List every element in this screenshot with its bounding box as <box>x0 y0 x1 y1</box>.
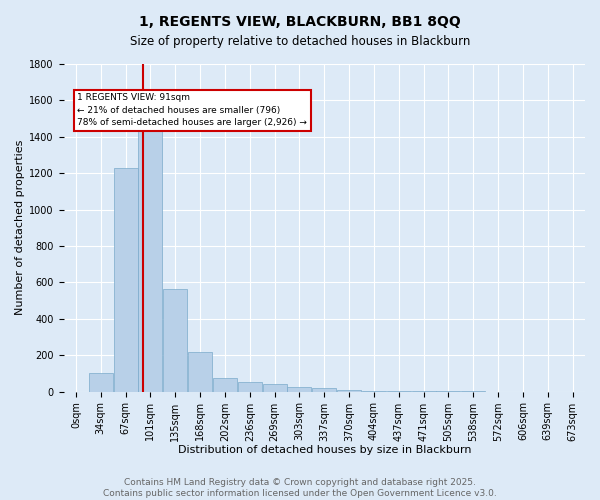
Text: Size of property relative to detached houses in Blackburn: Size of property relative to detached ho… <box>130 35 470 48</box>
Bar <box>337 390 361 392</box>
X-axis label: Distribution of detached houses by size in Blackburn: Distribution of detached houses by size … <box>178 445 471 455</box>
Bar <box>89 374 113 392</box>
Bar <box>113 168 137 392</box>
Bar <box>312 388 337 392</box>
Bar <box>263 384 287 392</box>
Bar <box>163 289 187 392</box>
Bar <box>387 391 411 392</box>
Bar <box>188 352 212 392</box>
Bar <box>139 117 163 392</box>
Bar <box>287 386 311 392</box>
Bar <box>362 390 386 392</box>
Text: 1, REGENTS VIEW, BLACKBURN, BB1 8QQ: 1, REGENTS VIEW, BLACKBURN, BB1 8QQ <box>139 15 461 29</box>
Bar <box>238 382 262 392</box>
Text: Contains HM Land Registry data © Crown copyright and database right 2025.
Contai: Contains HM Land Registry data © Crown c… <box>103 478 497 498</box>
Bar <box>213 378 237 392</box>
Y-axis label: Number of detached properties: Number of detached properties <box>15 140 25 316</box>
Text: 1 REGENTS VIEW: 91sqm
← 21% of detached houses are smaller (796)
78% of semi-det: 1 REGENTS VIEW: 91sqm ← 21% of detached … <box>77 93 307 127</box>
